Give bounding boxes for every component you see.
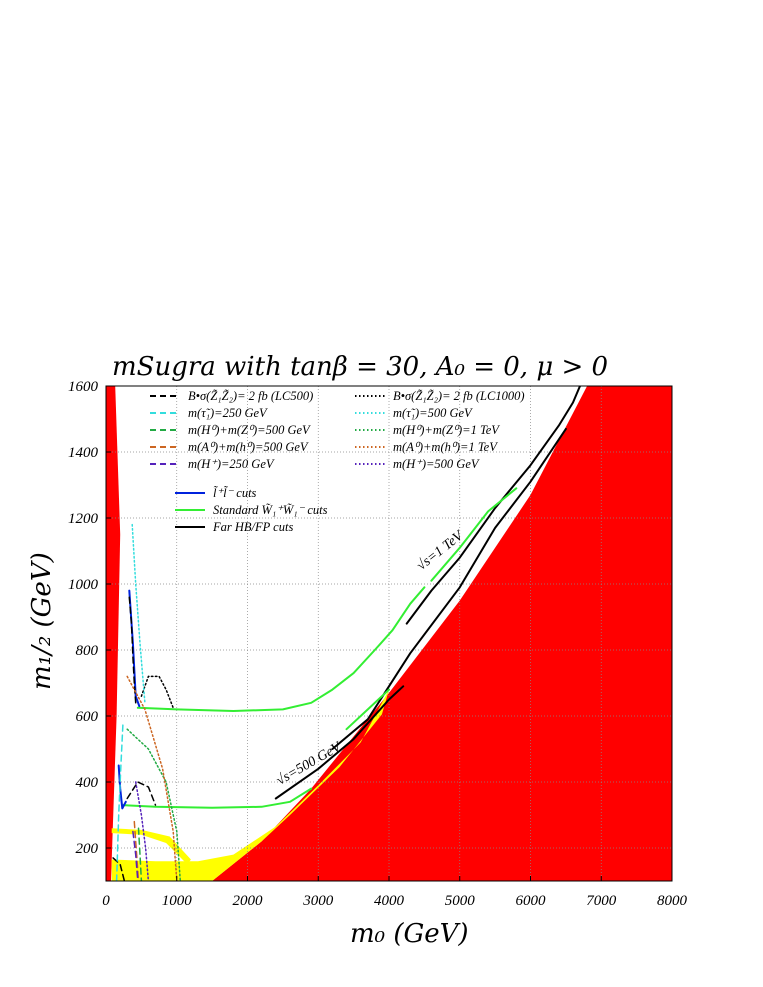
series-std-wino-500-ext (345, 688, 390, 731)
series-a0h0-1tev (126, 675, 178, 881)
x-tick-label: 4000 (374, 893, 405, 909)
series-hplus-500 (134, 781, 150, 881)
series-far-hb-fp-1tev-lower (331, 427, 567, 750)
legend-label: m(A⁰)+m(h⁰)=1 TeV (393, 440, 498, 454)
series-stau-250 (115, 721, 124, 881)
legend-label: Far HB/FP cuts (212, 520, 293, 534)
legend-label: m(A⁰)+m(h⁰)=500 GeV (188, 440, 309, 454)
y-tick-label: 800 (76, 643, 99, 659)
x-tick-label: 8000 (657, 893, 688, 909)
legend-label: m(H⁺)=250 GeV (188, 457, 275, 471)
x-axis-label: m₀ (GeV) (350, 919, 469, 949)
y-tick-label: 1000 (68, 577, 99, 593)
region-excluded-left (106, 386, 121, 881)
y-tick-label: 200 (76, 841, 99, 857)
legend-label: Standard W̃₁⁺W̃₁⁻ cuts (213, 503, 328, 517)
series-far-hb-fp-1tev-main (405, 386, 581, 625)
legend-label: m(τ̃₁)=500 GeV (393, 406, 473, 420)
x-tick-label: 2000 (233, 893, 264, 909)
series-std-wino-1tev-ext (430, 487, 518, 582)
legend-label: l̃⁺l̃⁻ cuts (213, 485, 257, 500)
y-tick-label: 1400 (68, 445, 99, 461)
x-tick-label: 6000 (516, 893, 547, 909)
x-tick-label: 1000 (162, 893, 193, 909)
series-lc500-bsigma (128, 596, 137, 704)
series-hplus-250 (132, 830, 139, 881)
series-lc500-bsigma-low (126, 781, 157, 806)
series-far-hb-fp-500 (274, 685, 405, 800)
series-a0h0-500 (133, 820, 140, 881)
y-tick-label: 1200 (68, 511, 99, 527)
series-lc1000-bsigma (140, 675, 174, 709)
series-std-wino-500 (121, 787, 313, 809)
legend-label: m(H⁰)+m(Z⁰)=1 TeV (393, 423, 500, 437)
region-excluded-right (212, 386, 672, 881)
x-tick-label: 0 (102, 893, 110, 909)
x-tick-label: 3000 (302, 893, 334, 909)
y-tick-label: 600 (76, 709, 99, 725)
series-stau-500 (131, 523, 146, 704)
series-slepton-cuts-500 (117, 764, 127, 810)
y-tick-label: 400 (76, 775, 99, 791)
legend-label: B•σ(Z̃₁Z̃₂)= 2 fb (LC1000) (393, 389, 525, 403)
x-tick-label: 7000 (586, 893, 617, 909)
series-h0z0-500 (137, 827, 143, 881)
legend-label: m(H⁰)+m(Z⁰)=500 GeV (188, 423, 311, 437)
region-lep-band-upper (111, 828, 191, 865)
x-tick-label: 5000 (445, 893, 476, 909)
series-std-wino-1tev (136, 586, 426, 712)
chart-title: mSugra with tanβ = 30, A₀ = 0, μ > 0 (112, 352, 608, 382)
series-lc500-bsigma-bottom (112, 857, 126, 881)
y-axis-label: m₁/₂ (GeV) (27, 552, 57, 690)
legend-label: m(H⁺)=500 GeV (393, 457, 480, 471)
legend-label: m(τ̃₁)=250 GeV (188, 406, 268, 420)
series-h0z0-1tev (126, 728, 182, 881)
legend-label: B•σ(Z̃₁Z̃₂)= 2 fb (LC500) (188, 389, 313, 403)
y-tick-label: 1600 (68, 379, 99, 395)
region-lep-excluded (111, 689, 389, 881)
annotation-label: √s=1 TeV (414, 528, 467, 574)
